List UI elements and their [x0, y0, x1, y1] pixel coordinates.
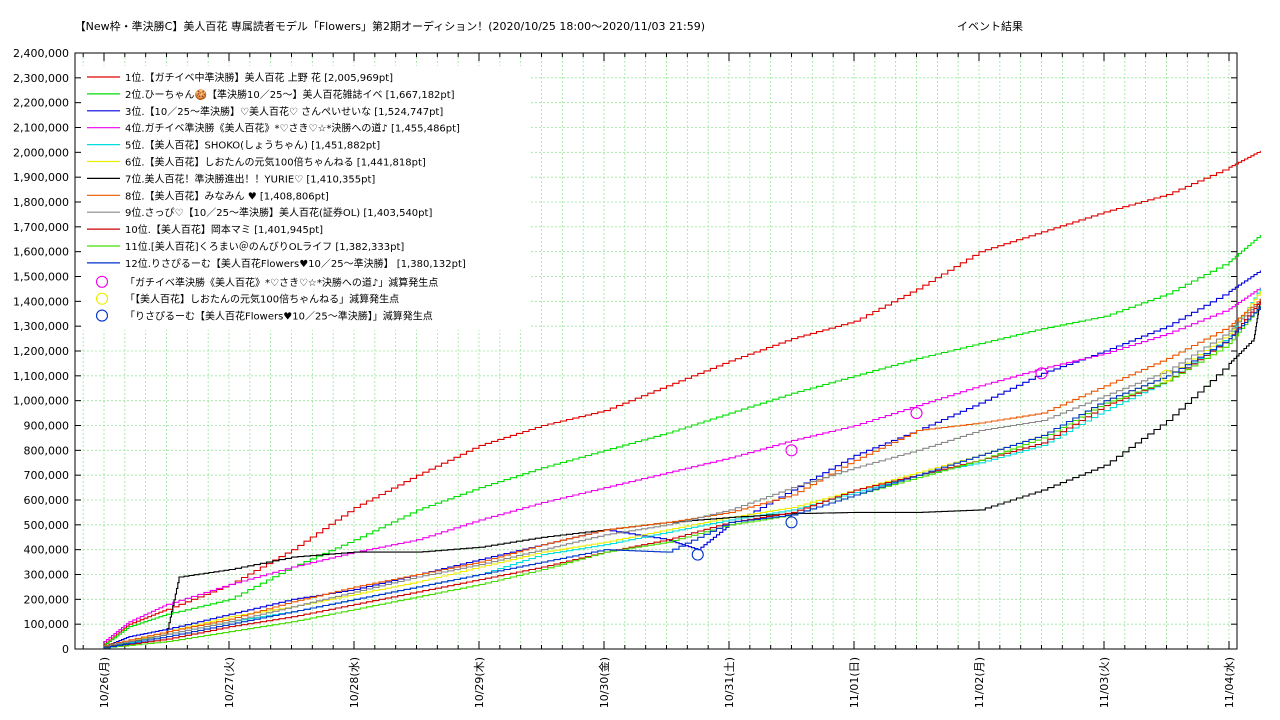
chart-title: 【New枠・準決勝C】美人百花 専属読者モデル「Flowers」第2期オーディシ…	[75, 19, 705, 33]
y-tick-label: 500,000	[24, 519, 70, 532]
x-tick-label: 10/30(金)	[597, 657, 611, 708]
x-axis: 10/26(月) 10/27(火) 10/28(水) 10/29(木) 10/30(金)…	[82, 53, 1236, 708]
legend-label: 9位.さっぴ♡【10／25〜準決勝】美人百花(証券OL) [1,403,540p…	[125, 206, 432, 219]
y-tick-label: 900,000	[24, 420, 70, 433]
marker-point-3	[691, 548, 704, 561]
x-tick-label: 10/29(木)	[473, 657, 486, 708]
x-tick-label: 10/27(火)	[223, 657, 236, 708]
chart-subtitle: イベント結果	[957, 19, 1023, 33]
legend-label: 1位.【ガチイベ中準決勝】美人百花 上野 花 [2,005,969pt]	[125, 71, 393, 84]
legend-marker	[95, 275, 109, 288]
legend-label: 8位.【美人百花】みなみん ♥ [1,408,806pt]	[125, 189, 329, 202]
series-line-9	[104, 300, 1261, 647]
y-tick-label: 1,400,000	[13, 295, 69, 308]
y-tick-label: 0	[62, 643, 69, 656]
series-line-1	[104, 150, 1261, 645]
marker-point-3	[785, 516, 798, 529]
legend-marker-label: 「【美人百花】しおたんの元気100倍ちゃんねる」減算発生点	[125, 293, 399, 306]
x-tick-label: 10/31(土)	[723, 657, 736, 708]
marker-point-1	[1035, 367, 1048, 380]
marker-point-1	[910, 407, 923, 420]
y-tick-label: 1,100,000	[13, 370, 69, 383]
y-tick-label: 800,000	[24, 444, 70, 457]
legend-marker-label: 「りさぴるーむ【美人百花Flowers♥10／25〜準決勝】」減算発生点	[125, 310, 433, 323]
y-tick-label: 100,000	[24, 618, 70, 631]
subtraction-markers	[691, 367, 1173, 561]
series-line-4	[104, 287, 1261, 643]
y-tick-label: 1,800,000	[13, 196, 69, 209]
y-axis: 0 100,000 200,000 300,000 400,000 500,000 600,…	[13, 47, 1237, 656]
y-tick-label: 400,000	[24, 544, 70, 557]
legend-label: 10位.【美人百花】岡本マミ [1,401,945pt]	[125, 223, 323, 236]
x-tick-label: 11/02(月)	[973, 657, 986, 708]
y-tick-label: 2,100,000	[13, 122, 69, 135]
series-line-2	[104, 235, 1261, 646]
series-lines	[104, 150, 1261, 649]
series-line-7	[104, 298, 1261, 648]
x-tick-label: 11/04(水)	[1223, 657, 1236, 708]
y-tick-label: 1,500,000	[13, 271, 69, 284]
series-line-11	[104, 305, 1261, 649]
legend-marker-label: 「ガチイベ準決勝《美人百花》*♡さき♡☆*決勝への道♪」減算発生点	[125, 276, 438, 289]
y-tick-label: 700,000	[24, 469, 70, 482]
series-line-12	[104, 306, 1261, 649]
y-tick-label: 2,300,000	[13, 72, 69, 85]
y-tick-label: 600,000	[24, 494, 70, 507]
y-tick-label: 1,300,000	[13, 320, 69, 333]
legend-label: 5位.【美人百花】SHOKO(しょうちゃん) [1,451,882pt]	[125, 139, 380, 152]
y-tick-label: 1,000,000	[13, 395, 69, 408]
marker-point-2	[1160, 369, 1173, 382]
y-tick-label: 200,000	[24, 593, 70, 606]
y-tick-label: 2,400,000	[13, 47, 69, 60]
legend-label: 2位.ひーちゃん🍪【準決勝10／25〜】美人百花雑誌イベ [1,667,182p…	[125, 88, 455, 101]
y-tick-label: 1,200,000	[13, 345, 69, 358]
marker-point-1	[785, 444, 798, 457]
legend-box	[82, 66, 530, 330]
y-tick-label: 1,900,000	[13, 171, 69, 184]
y-tick-label: 1,700,000	[13, 221, 69, 234]
x-tick-label: 10/26(月)	[98, 657, 111, 708]
legend-label: 11位.[美人百花]くろまい＠のんびりOLライフ [1,382,333pt]	[125, 240, 404, 253]
x-tick-label: 11/01(日)	[848, 657, 861, 708]
legend-label: 7位.美人百花！準決勝進出！！YURIE♡ [1,410,355pt]	[125, 172, 375, 185]
legend-label: 4位.ガチイベ準決勝《美人百花》*♡さき♡☆*決勝への道♪ [1,455,486…	[125, 122, 460, 135]
y-tick-label: 300,000	[24, 569, 70, 582]
y-tick-label: 1,600,000	[13, 246, 69, 259]
legend-label: 6位.【美人百花】しおたんの元気100倍ちゃんねる [1,441,818pt]	[125, 156, 426, 169]
legend-marker	[95, 292, 109, 305]
x-tick-label: 11/03(火)	[1098, 657, 1111, 708]
y-tick-label: 2,200,000	[13, 97, 69, 110]
legend-label: 3位.【10／25〜準決勝】♡美人百花♡ さんぺいせいな [1,524,747p…	[125, 105, 443, 118]
y-tick-label: 2,000,000	[13, 146, 69, 159]
legend-marker	[95, 309, 109, 322]
series-line-10	[104, 300, 1261, 649]
legend-label: 12位.りさぴるーむ【美人百花Flowers♥10／25〜準決勝】 [1,380…	[125, 257, 466, 270]
x-tick-label: 10/28(水)	[348, 657, 361, 708]
legend: 1位.【ガチイベ中準決勝】美人百花 上野 花 [2,005,969pt] 2位.ひ…	[87, 71, 466, 323]
